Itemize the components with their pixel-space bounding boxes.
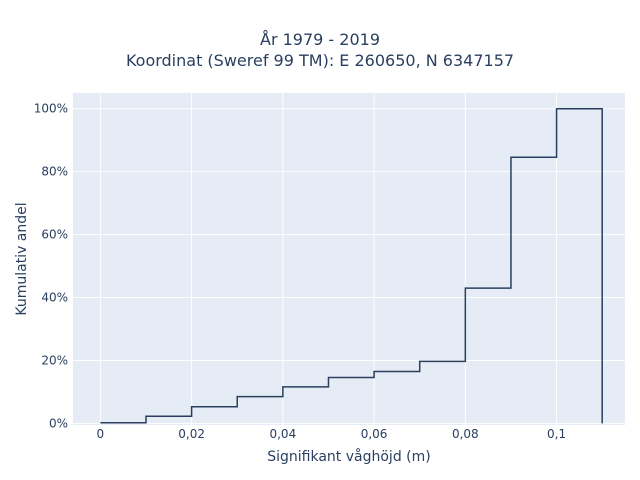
x-tick-label: 0,04 bbox=[269, 427, 296, 441]
x-tick-label: 0,08 bbox=[452, 427, 479, 441]
y-tick-label: 60% bbox=[41, 228, 68, 242]
chart-title-line1: År 1979 - 2019 bbox=[260, 30, 380, 49]
y-tick-label: 80% bbox=[41, 165, 68, 179]
x-tick-label: 0,06 bbox=[361, 427, 388, 441]
y-tick-label: 100% bbox=[34, 102, 68, 116]
x-tick-label: 0,1 bbox=[547, 427, 566, 441]
y-tick-label: 20% bbox=[41, 353, 68, 367]
x-tick-label: 0 bbox=[97, 427, 105, 441]
x-axis-title: Signifikant våghöjd (m) bbox=[267, 448, 430, 465]
chart-title-line2: Koordinat (Sweref 99 TM): E 260650, N 63… bbox=[125, 51, 515, 70]
axis-ticks: 0 0,02 0,04 0,06 0,08 0,1 0% 20% 40% 60% 80% 100% bbox=[34, 102, 566, 441]
grid bbox=[73, 93, 625, 425]
plot-area bbox=[73, 93, 625, 425]
y-tick-label: 40% bbox=[41, 291, 68, 305]
cumulative-step-line bbox=[100, 107, 603, 424]
y-tick-label: 0% bbox=[49, 416, 68, 430]
y-axis-title: Kumulativ andel bbox=[14, 202, 30, 315]
x-tick-label: 0,02 bbox=[178, 427, 205, 441]
